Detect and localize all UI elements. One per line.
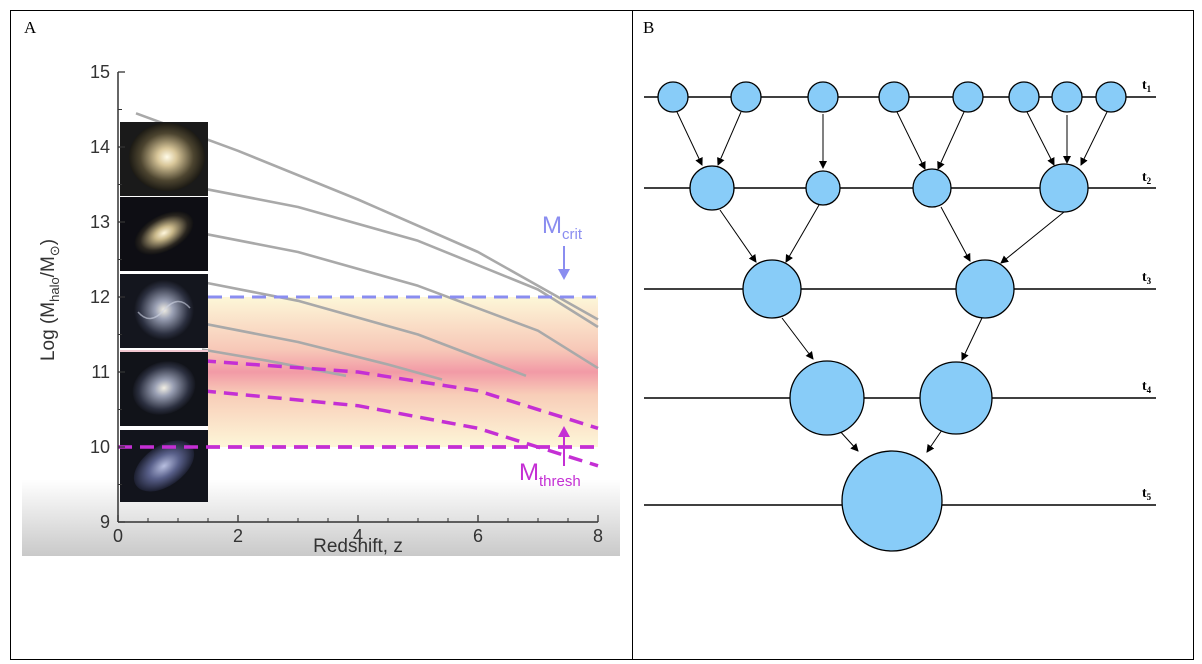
halo-t3 (955, 259, 1015, 319)
y-tick-label: 13 (90, 212, 110, 232)
arrow-t1-t2 (937, 111, 965, 170)
spiral-arms (137, 300, 191, 320)
time-label-t3: t3 (1142, 270, 1152, 286)
halo-t1 (952, 81, 984, 113)
arrow-t1-t2 (717, 111, 742, 166)
panel-b-letter: B (643, 18, 655, 37)
arrow-t4-t5 (926, 429, 943, 453)
x-tick-label: 4 (353, 526, 363, 546)
y-axis-label: Log (Mhalo/M⊙) (38, 239, 62, 361)
x-axis-label: Redshift, z (313, 536, 403, 556)
halo-growth-curve (201, 280, 527, 378)
arrow-t1-t2 (896, 111, 926, 170)
arrow-t2-t3 (940, 206, 971, 262)
arrow-t1-t2 (1080, 111, 1108, 166)
arrow-t3-t4 (781, 317, 814, 360)
halo-growth-curve (201, 232, 599, 370)
arrow-t1-t2 (676, 111, 703, 166)
y-tick-label: 11 (91, 362, 110, 382)
arrow-t2-t3 (785, 204, 820, 263)
y-tick-label: 9 (100, 512, 110, 532)
y-tick-label: 15 (90, 62, 110, 82)
halo-t3 (742, 259, 802, 319)
m-crit-arrowhead (558, 269, 570, 280)
x-tick-label: 6 (473, 526, 483, 546)
cell-divider (632, 10, 633, 660)
m-thresh-label: Mthresh (519, 459, 581, 490)
arrow-t2-t3 (1000, 211, 1065, 264)
halo-t2 (1039, 163, 1089, 213)
x-tick-label: 0 (113, 526, 123, 546)
halo-t1 (730, 81, 762, 113)
m-thresh-arrowhead (558, 426, 570, 437)
barred-spiral-galaxy-icon (132, 361, 196, 415)
star-forming-band (208, 297, 598, 447)
halo-mass-chart: 0 2 4 6 8 9 10 11 12 13 14 15 Log (Mhalo/M⊙) Redshi… (22, 62, 620, 556)
halo-t4 (919, 361, 993, 435)
halo-t1 (1051, 81, 1083, 113)
time-label-t1: t1 (1142, 78, 1152, 94)
panel-a-letter: A (24, 18, 37, 37)
merger-tree-diagram: t1 t2 t3 t4 t5 (644, 78, 1156, 552)
arrow-t1-t2 (1026, 111, 1055, 166)
m-crit-label: Mcrit (542, 212, 583, 243)
halo-t1 (657, 81, 689, 113)
y-tick-label: 14 (90, 137, 110, 157)
galaxy-thumbnails (120, 122, 208, 502)
table-frame (10, 10, 1194, 660)
time-label-t5: t5 (1142, 486, 1152, 502)
halo-t5 (841, 450, 943, 552)
halo-growth-curve (201, 187, 599, 329)
halos (657, 81, 1127, 552)
elliptical-galaxy-icon (129, 123, 205, 191)
halo-growth-curve (201, 322, 443, 381)
y-tick-label: 10 (90, 437, 110, 457)
halo-t1 (878, 81, 910, 113)
halo-t4 (789, 360, 865, 436)
dashed-halo-track (201, 359, 599, 430)
merger-arrows (676, 111, 1108, 453)
halo-t2 (805, 170, 841, 206)
halo-t1 (1008, 81, 1040, 113)
x-tick-label: 8 (593, 526, 603, 546)
halo-t2 (689, 165, 735, 211)
lenticular-galaxy-icon (134, 211, 194, 255)
time-label-t2: t2 (1142, 170, 1152, 186)
arrow-t3-t4 (961, 317, 983, 361)
y-tick-label: 12 (90, 287, 110, 307)
halo-t1 (807, 81, 839, 113)
time-label-t4: t4 (1142, 379, 1152, 395)
arrow-t2-t3 (719, 209, 757, 263)
halo-t1 (1095, 81, 1127, 113)
x-tick-label: 2 (233, 526, 243, 546)
irregular-galaxy-icon (133, 440, 195, 492)
halo-t2 (912, 168, 952, 208)
